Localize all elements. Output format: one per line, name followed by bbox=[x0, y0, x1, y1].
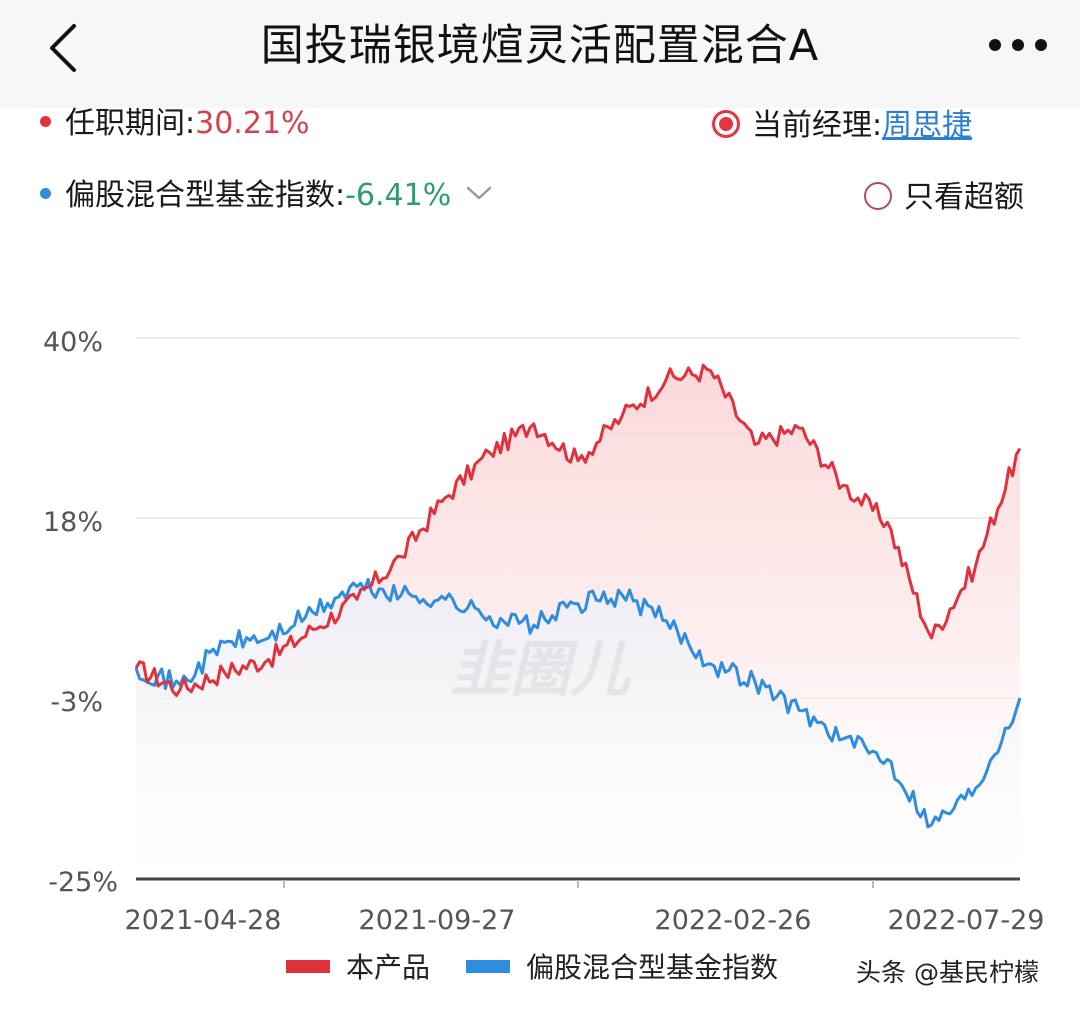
x-tick-label: 2021-09-27 bbox=[358, 905, 516, 936]
excess-only-label[interactable]: 只看超额 bbox=[904, 180, 1024, 215]
source-credit: 头条 @基民柠檬 bbox=[856, 958, 1039, 987]
benchmark-line bbox=[134, 577, 1022, 829]
benchmark-label: 偏股混合型基金指数: bbox=[65, 178, 346, 213]
tenure-return-row: 任职期间:30.21% bbox=[40, 104, 310, 144]
tenure-value: 30.21% bbox=[195, 106, 310, 141]
y-tick-neg3: -3% bbox=[50, 687, 103, 718]
y-tick-40: 40% bbox=[42, 327, 103, 358]
current-manager-radio[interactable] bbox=[712, 109, 740, 138]
manager-name-link[interactable]: 周思捷 bbox=[882, 108, 973, 143]
x-tick-label: 2021-04-28 bbox=[124, 905, 282, 936]
watermark: 韭圈儿 bbox=[450, 635, 632, 705]
benchmark-return-row: 偏股混合型基金指数:-6.41% bbox=[40, 176, 493, 216]
svg-text:韭圈儿: 韭圈儿 bbox=[450, 635, 632, 705]
legend-product-label: 本产品 bbox=[346, 951, 431, 984]
back-button[interactable] bbox=[40, 18, 90, 78]
product-area-fill bbox=[136, 365, 1020, 878]
product-line bbox=[134, 363, 1022, 697]
excess-only-radio[interactable] bbox=[864, 181, 892, 210]
y-tick-18: 18% bbox=[42, 507, 103, 538]
blue-dot-icon bbox=[40, 188, 51, 199]
benchmark-value: -6.41% bbox=[345, 178, 452, 213]
legend-item-product[interactable]: 本产品 bbox=[286, 950, 430, 986]
benchmark-dropdown[interactable] bbox=[465, 185, 493, 201]
tenure-label: 任职期间: bbox=[65, 106, 196, 141]
grid-lines bbox=[136, 337, 1020, 699]
legend-benchmark-label: 偏股混合型基金指数 bbox=[526, 951, 779, 984]
blue-swatch-icon bbox=[466, 959, 510, 973]
red-swatch-icon bbox=[286, 959, 330, 973]
chevron-down-icon bbox=[467, 186, 492, 199]
current-manager-row: 当前经理:周思捷 bbox=[712, 106, 972, 146]
more-button[interactable] bbox=[985, 30, 1051, 60]
x-axis bbox=[136, 877, 1020, 888]
top-bar: 国投瑞银境煊灵活配置混合A bbox=[0, 0, 1080, 108]
benchmark-area-fill bbox=[136, 579, 1020, 878]
x-tick-label: 2022-07-29 bbox=[887, 905, 1045, 936]
legend-item-benchmark[interactable]: 偏股混合型基金指数 bbox=[466, 950, 778, 986]
page-title: 国投瑞银境煊灵活配置混合A bbox=[260, 21, 820, 71]
more-dots-icon bbox=[989, 39, 1047, 51]
x-tick-label: 2022-02-26 bbox=[654, 905, 812, 936]
chevron-left-icon bbox=[50, 24, 76, 72]
excess-only-row: 只看超额 bbox=[864, 178, 1024, 218]
red-dot-icon bbox=[40, 116, 51, 127]
y-tick-neg25: -25% bbox=[48, 867, 118, 898]
current-manager-label: 当前经理: bbox=[752, 108, 883, 143]
